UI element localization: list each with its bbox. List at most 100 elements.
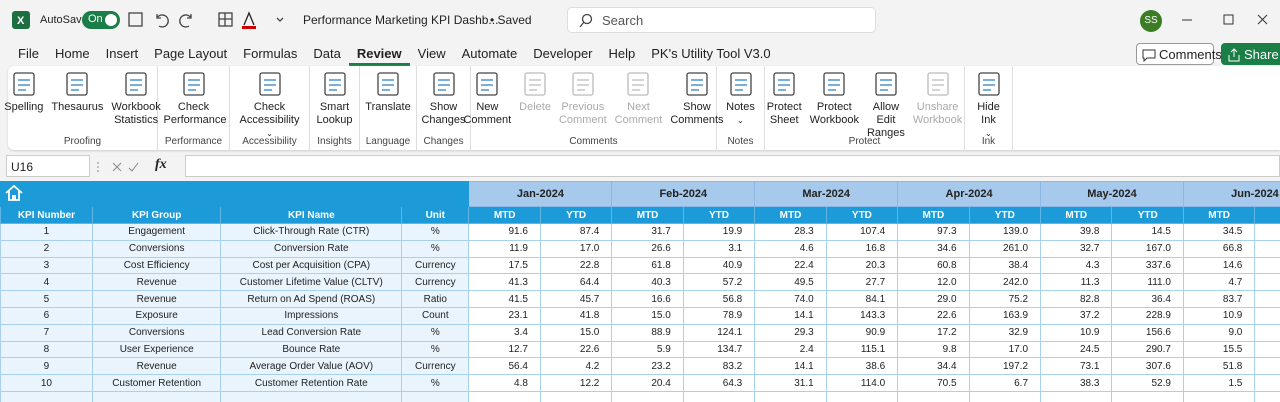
empty-cell — [539, 390, 613, 402]
empty-cell — [0, 390, 93, 402]
user-avatar[interactable]: SS — [1140, 10, 1162, 32]
ribbon-button[interactable]: Check Performance — [160, 70, 228, 150]
sub-header: YTD — [825, 206, 899, 224]
value-cell: 12.2 — [539, 374, 613, 392]
value-cell: 17.5 — [468, 256, 541, 275]
value-cell: 27.7 — [825, 273, 899, 292]
value-cell: 28.3 — [754, 223, 827, 241]
empty-cell — [897, 390, 970, 402]
ribbon-tab[interactable]: Insert — [105, 46, 139, 61]
home-icon[interactable] — [4, 184, 24, 202]
ribbon-tab[interactable]: File — [18, 46, 39, 61]
value-cell: 15.0 — [539, 323, 613, 342]
value-cell: 31.5 — [1254, 273, 1280, 292]
ribbon-button[interactable]: Check Accessibility ⌄ — [236, 70, 304, 150]
sub-header: MTD — [897, 206, 970, 224]
ribbon-button[interactable]: Spelling — [0, 70, 47, 150]
ribbon-tab[interactable]: Formulas — [243, 46, 298, 61]
ribbon-button[interactable]: Notes ⌄ — [722, 70, 759, 150]
search-box[interactable]: Search — [567, 7, 876, 33]
ribbon-button[interactable]: Allow Edit Ranges — [863, 70, 909, 150]
share-icon — [1228, 48, 1240, 62]
value-cell: 40.9 — [682, 256, 756, 275]
kpi-cell: 7 — [0, 323, 93, 342]
value-cell: 17.0 — [539, 239, 613, 258]
value-cell: 50.7 — [1254, 223, 1280, 241]
ribbon-button[interactable]: Show Changes — [417, 70, 470, 150]
ribbon-tab[interactable]: View — [417, 46, 446, 61]
ribbon-icon — [572, 72, 594, 96]
kpi-cell: 2 — [0, 239, 93, 258]
value-cell: 38.4 — [968, 256, 1042, 275]
ribbon-button[interactable]: Protect Workbook — [806, 70, 863, 150]
ribbon-button[interactable]: Show Comments — [666, 70, 727, 150]
value-cell: 31.1 — [754, 374, 827, 392]
ribbon-tab[interactable]: Home — [54, 46, 90, 61]
ribbon-icon — [258, 72, 281, 96]
autosave-toggle[interactable]: On — [82, 11, 120, 29]
ribbon-group: Check Performance Performance — [158, 66, 230, 150]
ribbon-tab[interactable]: Page Layout — [154, 46, 228, 61]
value-cell: 78.9 — [682, 306, 756, 325]
kpi-cell: Customer Retention — [91, 374, 222, 392]
value-cell: 37.2 — [1040, 306, 1113, 325]
value-cell: 40.3 — [611, 273, 684, 292]
name-box[interactable]: U16 — [6, 155, 90, 177]
ribbon-button-label: Allow Edit Ranges — [866, 101, 905, 139]
kpi-cell: Cost Efficiency — [91, 256, 222, 275]
value-cell: 41.3 — [468, 273, 541, 292]
kpi-cell: User Experience — [91, 340, 222, 359]
ribbon-button[interactable]: New Comment — [459, 70, 515, 150]
ribbon-icon — [977, 72, 1000, 96]
value-cell: 15.0 — [611, 306, 684, 325]
value-cell: 14.6 — [1182, 256, 1256, 275]
value-cell: 47. — [1254, 290, 1280, 308]
ribbon-group-label: Comments — [569, 136, 618, 147]
data-row: 2 Conversions Conversion Rate% 11.9 17.0 26.6… — [0, 239, 1280, 258]
sub-header: MTD — [611, 206, 684, 224]
ribbon-tab[interactable]: Help — [608, 46, 636, 61]
home-cell[interactable] — [0, 181, 470, 207]
value-cell: 61.8 — [611, 256, 684, 275]
value-cell: 14.1 — [754, 306, 827, 325]
ribbon-tab[interactable]: Developer — [533, 46, 593, 61]
value-cell: 163.9 — [968, 306, 1042, 325]
kpi-cell: Bounce Rate — [220, 340, 403, 359]
comments-button[interactable]: Comments — [1136, 43, 1222, 65]
value-cell: 115.1 — [825, 340, 899, 359]
ribbon-tab[interactable]: Review — [348, 44, 410, 66]
ribbon-icon — [729, 72, 752, 96]
value-cell: 5.9 — [611, 340, 684, 359]
column-header: Unit — [401, 206, 470, 224]
formula-input[interactable] — [185, 155, 1280, 177]
value-cell: 88.9 — [611, 323, 684, 342]
value-cell: 24.5 — [1040, 340, 1113, 359]
ribbon-tab[interactable]: PK's Utility Tool V3.0 — [651, 46, 771, 61]
ribbon-button[interactable]: Thesaurus — [47, 70, 107, 150]
value-cell: 17.5 — [1254, 357, 1280, 376]
search-placeholder: Search — [602, 13, 644, 28]
value-cell: 134.7 — [682, 340, 756, 359]
data-row: 9 Revenue Average Order Value (AOV) Currenc… — [0, 357, 1280, 376]
ribbon-button-label: Check Accessibility — [239, 101, 300, 126]
ribbon-tab[interactable]: Data — [313, 46, 341, 61]
share-button[interactable]: Share — [1221, 43, 1280, 65]
value-cell: 4.6 — [754, 239, 827, 258]
value-cell: 4.7 — [1182, 273, 1256, 292]
comments-label: Comments — [1159, 47, 1222, 62]
value-cell: 38.6 — [825, 357, 899, 376]
empty-cell — [1182, 390, 1256, 402]
ribbon-button[interactable]: Hide Ink ⌄ — [965, 70, 1012, 150]
ribbon-button[interactable]: Protect Sheet — [763, 70, 806, 150]
sub-header: YTD — [539, 206, 613, 224]
value-cell: 56.8 — [682, 290, 756, 308]
ribbon-group: Translate Language — [360, 66, 417, 150]
value-cell: 20.4 — [611, 374, 684, 392]
ribbon-tab[interactable]: Automate — [461, 46, 518, 61]
ribbon-button[interactable]: Workbook Statistics — [107, 70, 164, 150]
empty-cell — [1111, 390, 1184, 402]
kpi-cell: 10 — [0, 374, 93, 392]
value-cell: 64.4 — [539, 273, 613, 292]
ribbon-button[interactable]: Translate — [361, 70, 414, 150]
ribbon-button[interactable]: Smart Lookup — [310, 70, 359, 150]
